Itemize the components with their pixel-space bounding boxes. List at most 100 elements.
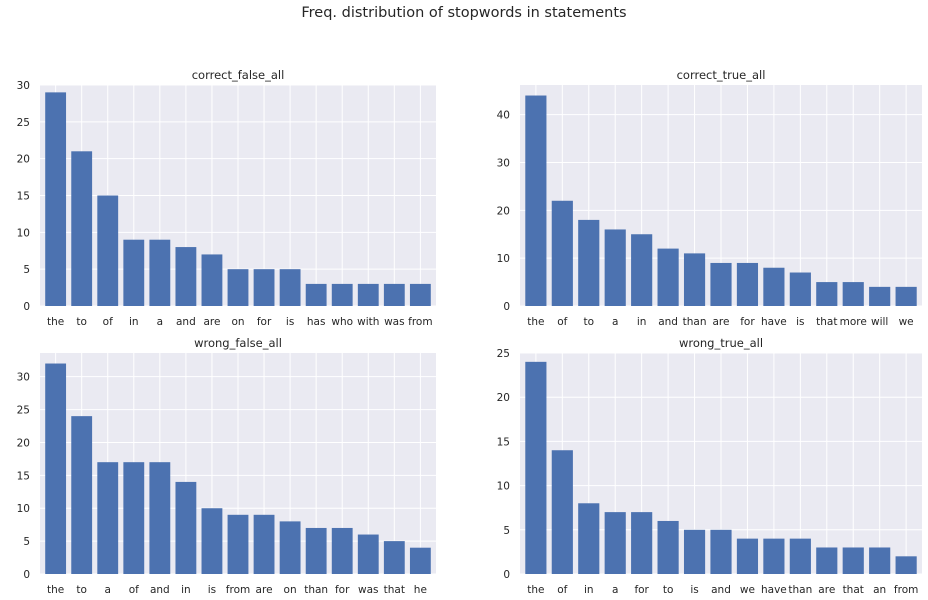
y-tick-label: 20 [497,205,510,217]
x-tick-label: we [740,584,755,596]
subplot-3: the to a of and in is from are on than for was that he… [17,336,436,596]
bar-he [409,547,431,574]
y-tick-label: 40 [497,110,510,122]
x-tick-label: we [899,316,914,328]
bar-that [816,282,838,306]
bar-for [631,512,653,574]
bar-than [305,527,327,574]
bar-more [842,282,864,306]
x-tick-label: to [663,584,674,596]
bar-a [149,239,171,306]
bar-have [763,538,785,574]
bar-for [736,262,759,306]
y-tick-label: 0 [503,569,510,581]
x-tick-label: the [47,316,64,328]
bar-the [45,363,67,574]
x-tick-label: of [103,316,113,328]
y-tick-label: 30 [497,157,510,169]
x-tick-label: from [894,584,918,596]
y-tick-label: 25 [497,348,510,360]
bar-are [710,262,732,306]
y-tick-label: 0 [23,569,30,581]
x-tick-label: more [840,316,867,328]
bar-a [97,462,119,574]
bar-and [149,462,171,574]
bar-of [551,200,573,306]
x-tick-label: of [557,584,567,596]
bar-is [683,529,706,574]
x-tick-label: will [871,316,888,328]
bar-are [253,514,275,574]
bar-in [578,503,600,574]
y-tick-label: 10 [497,253,510,265]
x-tick-label: than [304,584,328,596]
bar-to [71,416,93,574]
x-tick-label: to [76,316,87,328]
bar-that [383,541,405,574]
x-tick-label: was [358,584,379,596]
y-tick-label: 25 [17,405,30,417]
y-tick-label: 0 [23,301,30,313]
bar-we [895,286,917,306]
bar-than [789,538,811,574]
y-tick-label: 20 [497,392,510,404]
bar-for [253,269,275,306]
x-tick-label: on [231,316,244,328]
x-tick-label: than [683,316,707,328]
x-tick-label: of [129,584,139,596]
bar-on [279,521,301,574]
y-tick-label: 20 [17,154,30,166]
bar-and [175,247,197,306]
bar-a [604,229,626,306]
bar-the [525,361,547,574]
bar-to [657,520,679,574]
x-tick-label: with [357,316,379,328]
bar-the [525,95,547,307]
y-tick-label: 10 [497,481,510,493]
x-tick-label: than [788,584,812,596]
figure-title: Freq. distribution of stopwords in state… [301,5,627,21]
bar-who [331,283,353,306]
y-tick-label: 15 [17,191,30,203]
x-tick-label: in [129,316,139,328]
y-tick-label: 25 [17,117,30,129]
bar-in [175,481,197,574]
x-tick-label: and [150,584,170,596]
bar-from [895,556,917,574]
bar-are [201,254,223,306]
bar-in [631,234,653,306]
x-tick-label: is [286,316,294,328]
x-tick-label: the [527,316,544,328]
y-tick-label: 5 [23,264,30,276]
bar-is [279,269,301,306]
bar-will [869,286,891,306]
x-tick-label: and [711,584,731,596]
x-tick-label: for [335,584,350,596]
bar-has [305,283,327,306]
x-tick-label: that [816,316,837,328]
bar-on [227,269,249,306]
y-tick-label: 30 [17,372,30,384]
x-tick-label: from [226,584,250,596]
y-tick-label: 15 [17,470,30,482]
y-tick-label: 15 [497,436,510,448]
bar-and [657,248,679,306]
y-tick-label: 10 [17,503,30,515]
x-tick-label: for [257,316,272,328]
bar-are [816,547,838,574]
bar-and [710,529,732,574]
bar-to [71,151,93,306]
y-tick-label: 10 [17,227,30,239]
bar-to [578,219,600,306]
x-tick-label: are [818,584,835,596]
x-tick-label: to [76,584,87,596]
bar-is [201,508,223,574]
bar-from [409,283,431,306]
bar-is [789,272,811,306]
x-tick-label: a [157,316,163,328]
x-tick-label: that [384,584,405,596]
x-tick-label: he [414,584,427,596]
x-tick-label: a [612,584,618,596]
x-tick-label: that [843,584,864,596]
